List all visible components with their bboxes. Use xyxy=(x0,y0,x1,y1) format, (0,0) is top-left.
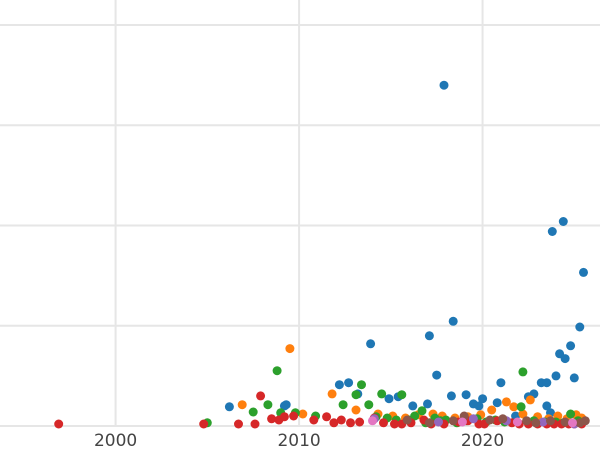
data-point xyxy=(366,339,376,349)
data-point xyxy=(248,407,258,417)
data-point xyxy=(566,409,576,419)
x-tick-label: 2000 xyxy=(94,431,137,450)
data-point xyxy=(478,394,488,404)
data-point xyxy=(237,400,247,410)
data-point xyxy=(384,394,394,404)
data-point xyxy=(279,412,289,422)
data-point xyxy=(575,322,585,332)
data-point xyxy=(432,370,442,380)
data-point xyxy=(509,402,519,412)
data-point xyxy=(298,409,308,419)
data-point xyxy=(327,389,337,399)
data-point xyxy=(558,217,568,226)
data-point xyxy=(408,401,418,411)
data-point xyxy=(224,402,234,412)
data-point xyxy=(525,395,535,405)
points-layer xyxy=(54,80,590,429)
data-point xyxy=(569,373,579,383)
data-point xyxy=(547,227,557,236)
data-point xyxy=(546,416,555,426)
data-point xyxy=(579,267,588,277)
data-point xyxy=(256,391,266,401)
data-point xyxy=(289,411,299,421)
data-point xyxy=(199,419,209,429)
data-point xyxy=(250,419,260,429)
data-point xyxy=(512,417,522,427)
data-point xyxy=(402,415,412,425)
data-point xyxy=(234,419,243,429)
data-point xyxy=(501,397,511,407)
data-point xyxy=(368,416,377,426)
data-point xyxy=(522,416,532,426)
grid-layer xyxy=(0,0,600,427)
data-point xyxy=(272,366,282,376)
data-point xyxy=(492,398,502,408)
data-point xyxy=(551,371,561,381)
data-point xyxy=(580,416,590,426)
x-tick-label: 2010 xyxy=(277,431,320,450)
x-tick-labels: 2000 2010 2020 xyxy=(94,431,504,451)
data-point xyxy=(498,414,508,424)
data-point xyxy=(281,400,291,410)
data-point xyxy=(379,418,388,428)
data-point xyxy=(568,418,577,428)
data-point xyxy=(338,400,348,410)
data-point xyxy=(54,419,64,429)
data-point xyxy=(496,378,506,388)
data-point xyxy=(566,341,576,351)
data-point xyxy=(446,391,456,401)
data-point xyxy=(417,406,427,416)
data-point xyxy=(355,417,365,427)
data-point xyxy=(285,344,295,354)
data-point xyxy=(531,418,541,428)
data-point xyxy=(538,417,548,427)
data-point xyxy=(263,400,273,410)
data-point xyxy=(485,415,495,425)
data-point xyxy=(542,401,552,411)
data-point xyxy=(448,416,458,426)
data-point xyxy=(424,331,434,341)
data-point xyxy=(518,409,528,419)
data-point xyxy=(516,402,526,412)
data-point xyxy=(322,412,332,422)
data-point xyxy=(410,411,420,421)
data-point xyxy=(377,389,387,399)
data-point xyxy=(351,405,361,415)
data-point xyxy=(329,418,339,428)
data-point xyxy=(357,380,366,390)
data-point xyxy=(390,419,399,429)
data-point xyxy=(434,417,443,427)
data-point xyxy=(351,390,361,400)
data-point xyxy=(364,400,374,410)
data-point xyxy=(439,80,449,90)
data-point xyxy=(518,367,528,377)
data-point xyxy=(560,354,570,364)
data-point xyxy=(346,418,355,428)
data-point xyxy=(336,415,346,425)
data-point xyxy=(397,390,407,400)
data-point xyxy=(267,414,277,424)
data-point xyxy=(448,316,458,326)
data-point xyxy=(487,405,497,415)
data-point xyxy=(334,380,344,390)
data-point xyxy=(468,414,478,424)
data-point xyxy=(457,417,467,427)
data-point xyxy=(560,417,570,427)
data-point xyxy=(461,390,471,400)
data-point xyxy=(542,378,552,388)
x-tick-label: 2020 xyxy=(461,431,504,450)
data-point xyxy=(424,418,434,428)
data-point xyxy=(474,401,484,411)
data-point xyxy=(423,399,432,409)
data-point xyxy=(344,378,354,388)
data-point xyxy=(309,415,319,425)
